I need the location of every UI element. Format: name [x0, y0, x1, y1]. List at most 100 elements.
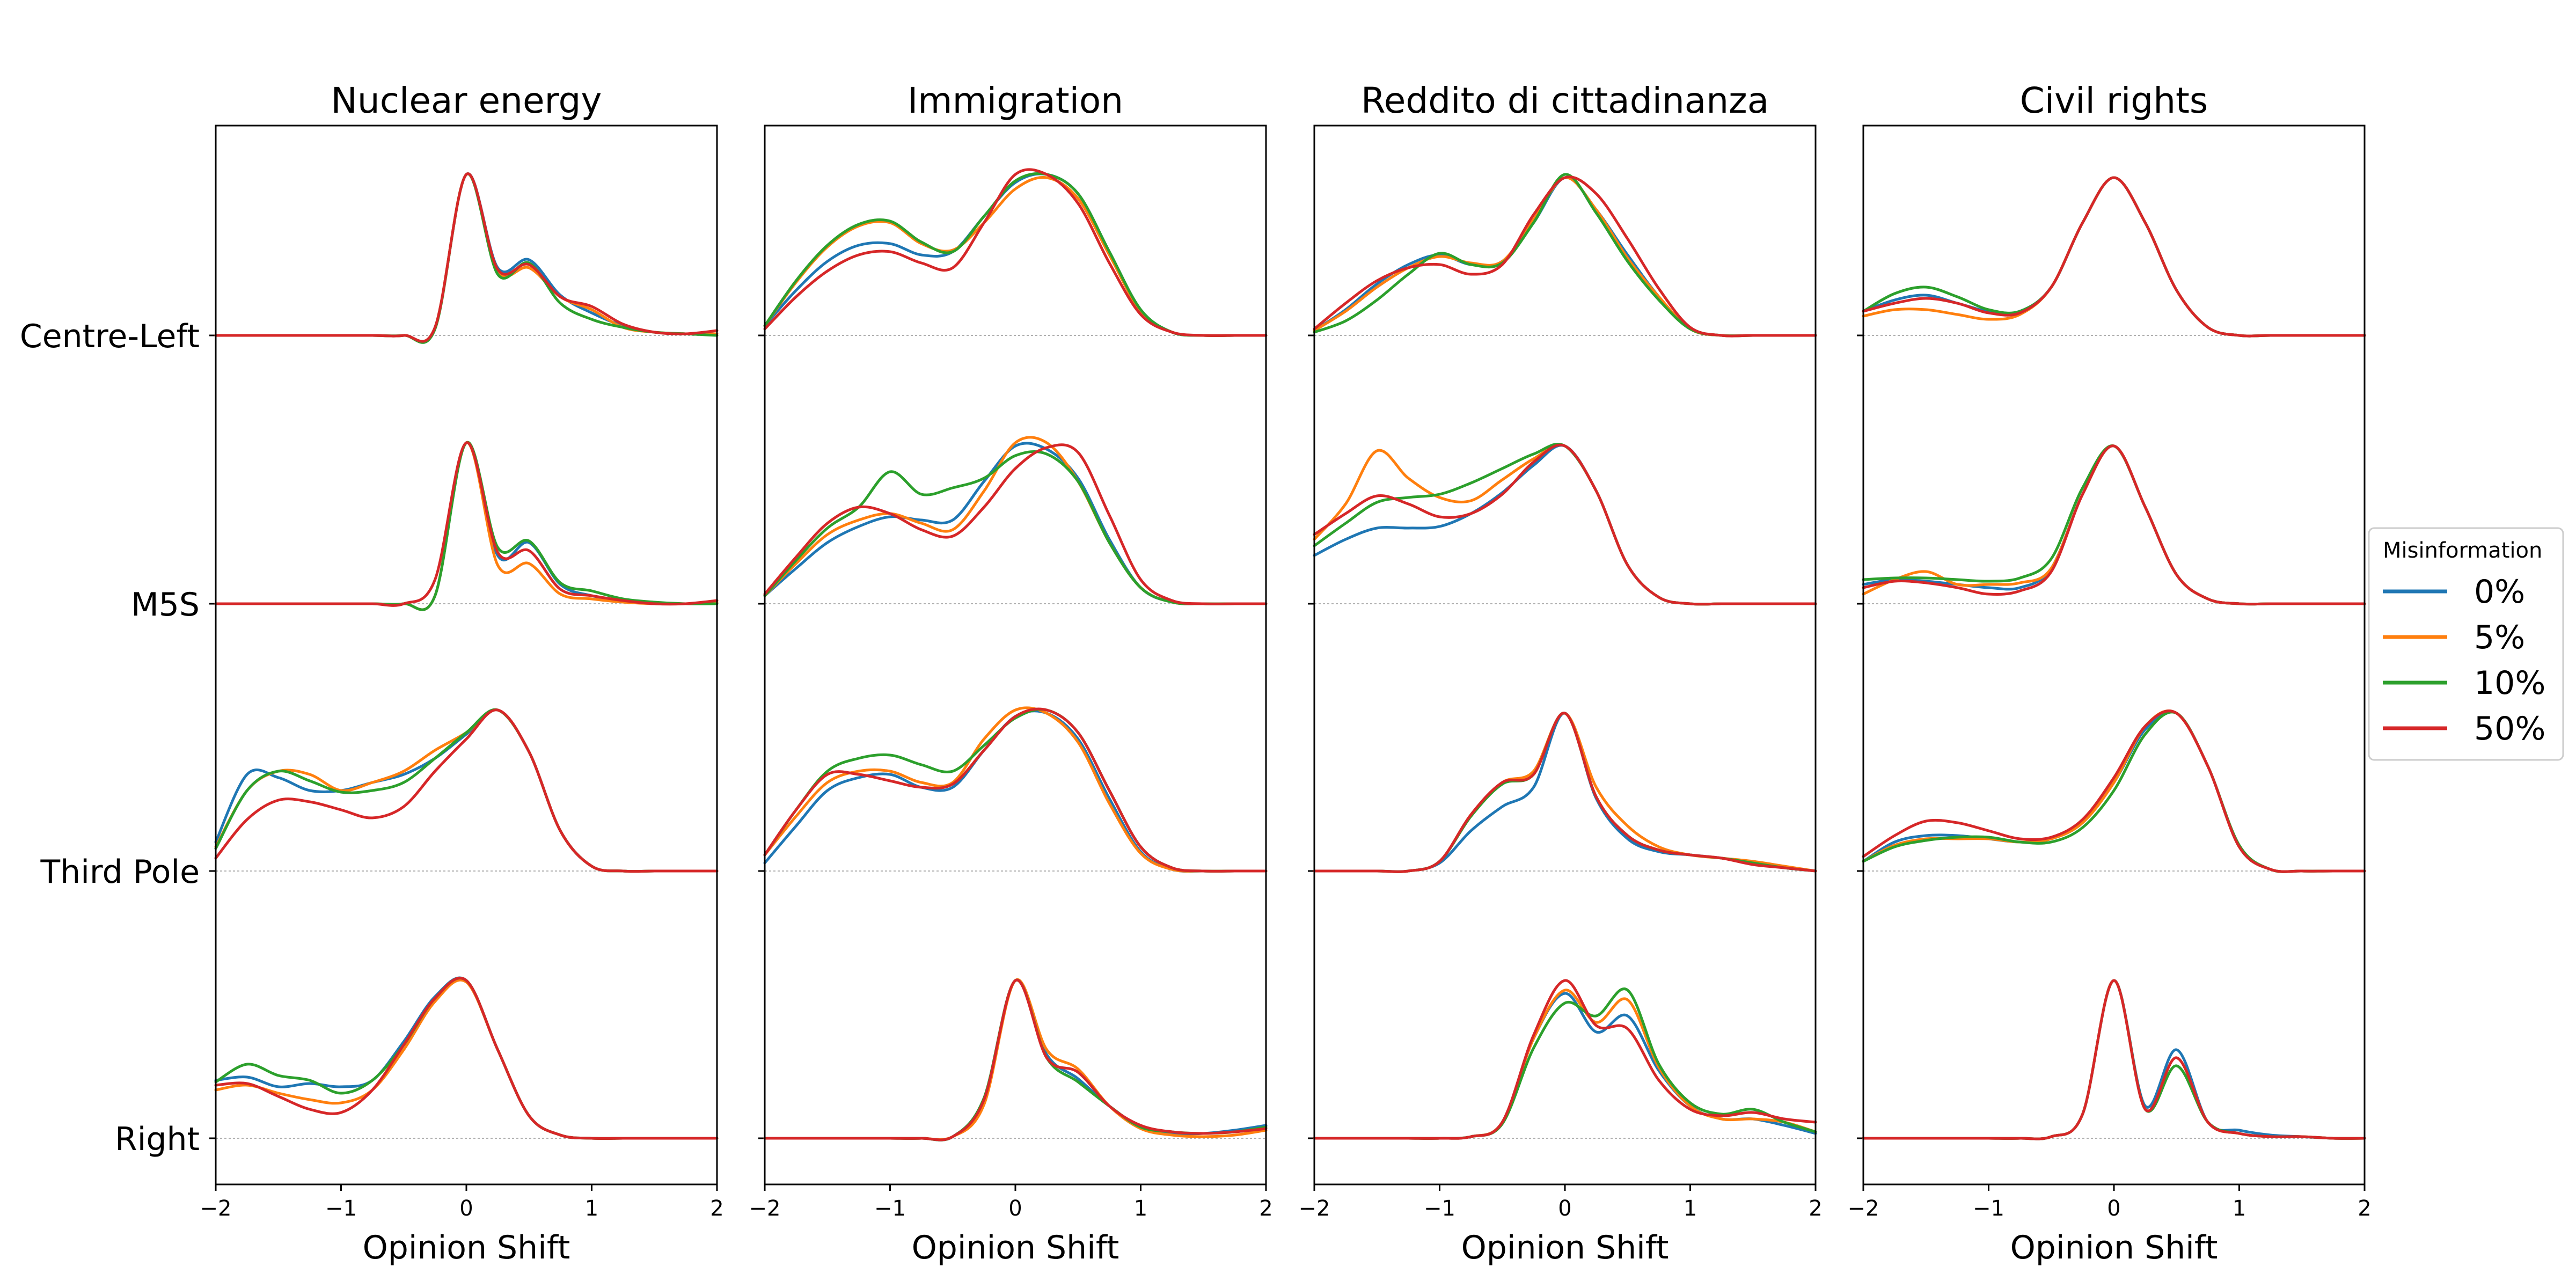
density-curve-right-0pct — [214, 976, 719, 1140]
panel-frame — [764, 125, 1267, 1185]
density-curve-right-0pct — [1862, 979, 2366, 1140]
panel-frame — [1862, 125, 2366, 1185]
density-curve-right-50pct — [1313, 979, 1817, 1140]
legend-label: 10% — [2474, 664, 2545, 702]
panel-title: Nuclear energy — [331, 80, 602, 121]
density-curve-right-0pct — [1313, 992, 1817, 1140]
density-curve-m5s-5pct — [1313, 443, 1817, 606]
density-curve-right-50pct — [1862, 979, 2366, 1140]
x-axis-title: Opinion Shift — [363, 1229, 570, 1267]
density-curve-third-pole-5pct — [763, 706, 1268, 873]
density-curve-third-pole-50pct — [763, 707, 1268, 873]
density-curve-m5s-50pct — [1862, 444, 2366, 606]
x-tick-label: 2 — [1809, 1196, 1822, 1221]
density-curve-third-pole-10pct — [1862, 711, 2366, 873]
x-tick-label: 1 — [1684, 1196, 1697, 1221]
density-curve-right-50pct — [763, 978, 1268, 1141]
panel-title: Immigration — [908, 80, 1123, 121]
density-curve-m5s-50pct — [763, 443, 1268, 605]
x-tick-label: −2 — [1299, 1196, 1330, 1221]
x-tick-label: −2 — [200, 1196, 232, 1221]
x-axis-title: Opinion Shift — [1461, 1229, 1669, 1267]
density-curve-right-5pct — [214, 978, 719, 1140]
legend-label: 50% — [2474, 710, 2545, 748]
x-tick-label: 1 — [1134, 1196, 1147, 1221]
density-curve-right-5pct — [763, 978, 1268, 1141]
density-curve-m5s-10pct — [1313, 442, 1817, 606]
density-curve-right-10pct — [1313, 987, 1817, 1140]
density-curve-centre-left-0pct — [214, 172, 719, 343]
x-tick-label: −2 — [1848, 1196, 1879, 1221]
density-curve-centre-left-5pct — [214, 172, 719, 343]
row-label: Third Pole — [40, 853, 200, 891]
density-curve-third-pole-10pct — [214, 708, 719, 873]
density-curve-m5s-0pct — [1313, 444, 1817, 606]
x-tick-label: −2 — [749, 1196, 781, 1221]
row-label: M5S — [131, 586, 200, 624]
x-tick-label: 0 — [459, 1196, 473, 1221]
panel-nuclear: Nuclear energy −2 −1 0 1 2 Opinion Shift — [200, 80, 724, 1267]
x-tick-label: 1 — [2233, 1196, 2246, 1221]
density-curve-centre-left-5pct — [1862, 176, 2366, 338]
density-curve-centre-left-10pct — [1313, 173, 1817, 338]
density-curve-m5s-10pct — [214, 441, 719, 611]
density-curve-third-pole-10pct — [1313, 712, 1817, 873]
panel-title: Civil rights — [2020, 80, 2208, 121]
density-curve-m5s-5pct — [214, 441, 719, 611]
density-curve-centre-left-0pct — [763, 172, 1268, 337]
x-tick-label: 0 — [1558, 1196, 1571, 1221]
density-curve-centre-left-50pct — [214, 172, 719, 343]
x-tick-label: −1 — [325, 1196, 357, 1221]
x-tick-label: 1 — [585, 1196, 598, 1221]
panel-title: Reddito di cittadinanza — [1361, 80, 1769, 121]
row-label: Right — [115, 1121, 200, 1158]
density-curve-centre-left-10pct — [214, 172, 719, 344]
density-curve-right-5pct — [1313, 989, 1817, 1140]
density-curve-third-pole-50pct — [214, 708, 719, 873]
density-curve-right-10pct — [763, 978, 1268, 1141]
x-tick-label: 2 — [2358, 1196, 2371, 1221]
legend: Misinformation 0% 5% 10% 50% — [2368, 527, 2564, 761]
density-curve-centre-left-50pct — [1313, 175, 1817, 338]
density-curve-third-pole-0pct — [763, 709, 1268, 873]
density-curve-third-pole-50pct — [1313, 712, 1817, 873]
density-curve-right-0pct — [763, 978, 1268, 1141]
legend-label: 5% — [2474, 619, 2525, 656]
density-curve-third-pole-10pct — [763, 708, 1268, 873]
x-axis-title: Opinion Shift — [2010, 1229, 2218, 1267]
x-tick-label: 0 — [2107, 1196, 2120, 1221]
panel-reddito: Reddito di cittadinanza −2 −1 0 1 2 Opinion Sh… — [1299, 80, 1823, 1267]
density-curve-centre-left-50pct — [763, 168, 1268, 337]
density-curve-right-10pct — [1862, 979, 2366, 1140]
panel-frame — [1313, 125, 1817, 1185]
density-curve-third-pole-0pct — [1313, 712, 1817, 873]
x-axis-title: Opinion Shift — [912, 1229, 1119, 1267]
x-tick-label: 2 — [710, 1196, 723, 1221]
density-curve-third-pole-50pct — [1862, 709, 2366, 873]
density-curve-m5s-10pct — [1862, 444, 2366, 606]
density-curve-centre-left-50pct — [1862, 176, 2366, 338]
panel-civil: Civil rights −2 −1 0 1 2 Opinion Shift — [1848, 80, 2372, 1267]
x-tick-label: 2 — [1259, 1196, 1272, 1221]
row-label: Centre-Left — [20, 318, 200, 355]
x-tick-label: −1 — [1424, 1196, 1455, 1221]
density-curve-right-50pct — [214, 976, 719, 1140]
legend-box — [2368, 527, 2564, 761]
panel-immigration: Immigration −2 −1 0 1 2 Opinion Shift — [749, 80, 1273, 1267]
legend-title: Misinformation — [2383, 538, 2542, 563]
x-tick-label: −1 — [1973, 1196, 2004, 1221]
x-tick-label: −1 — [874, 1196, 906, 1221]
density-curve-centre-left-5pct — [1313, 176, 1817, 338]
legend-label: 0% — [2474, 573, 2525, 611]
density-curve-third-pole-5pct — [1313, 712, 1817, 873]
x-tick-label: 0 — [1008, 1196, 1022, 1221]
density-curve-m5s-50pct — [1313, 443, 1817, 606]
density-curve-m5s-10pct — [763, 450, 1268, 605]
density-curve-centre-left-5pct — [763, 175, 1268, 337]
density-curve-right-10pct — [214, 976, 719, 1140]
density-curve-m5s-5pct — [1862, 444, 2366, 606]
panel-frame — [215, 125, 718, 1185]
density-curve-right-5pct — [1862, 979, 2366, 1140]
density-curve-centre-left-0pct — [1313, 176, 1817, 338]
